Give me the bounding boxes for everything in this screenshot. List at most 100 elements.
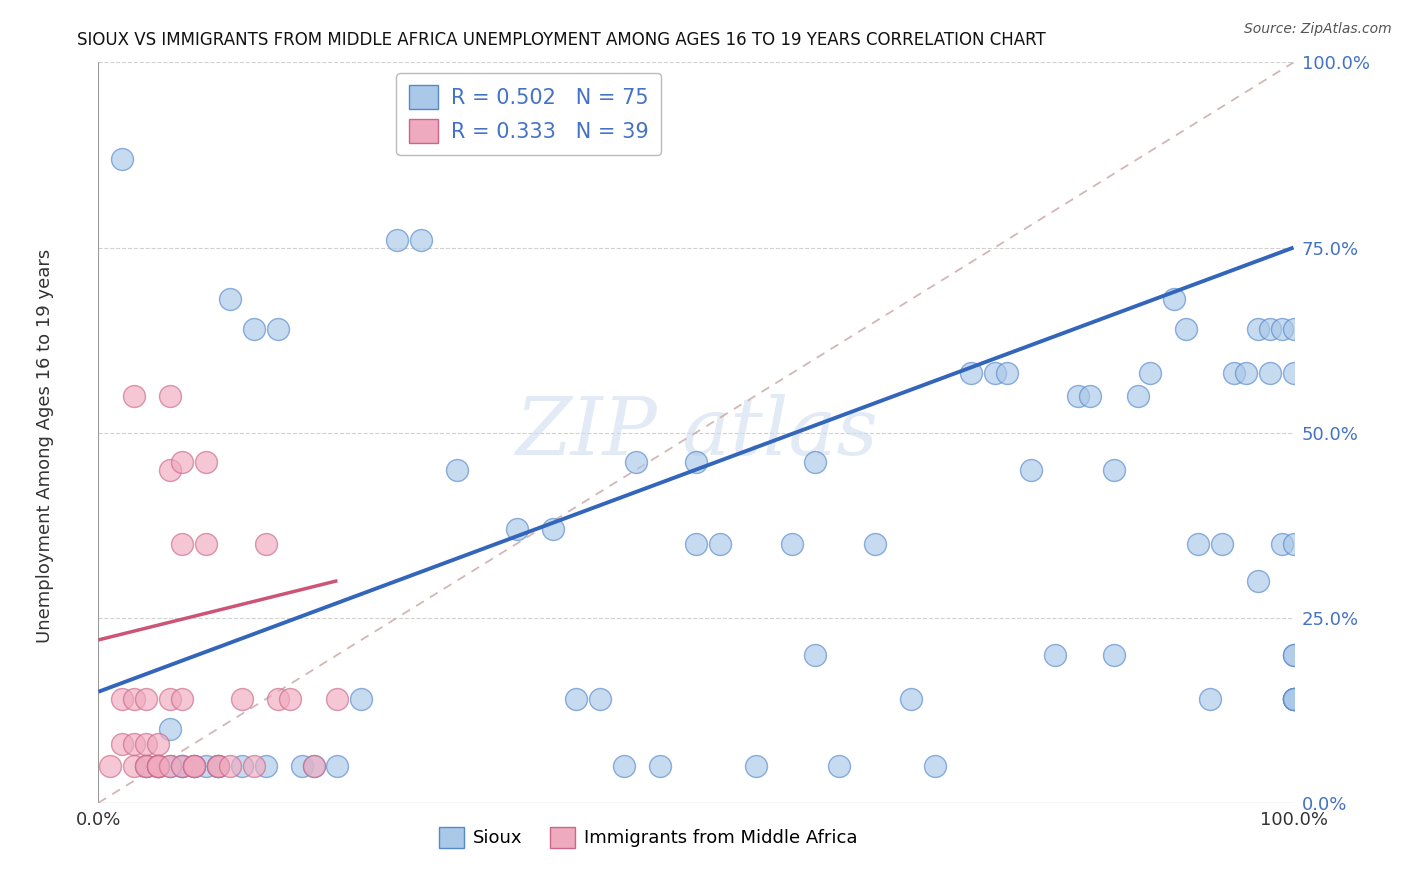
Point (1282, 536, 1305, 550)
Point (1282, 692, 1305, 706)
Text: Unemployment Among Ages 16 to 19 years: Unemployment Among Ages 16 to 19 years (37, 249, 53, 643)
Point (172, 758, 194, 772)
Point (1019, 462, 1042, 476)
Point (1247, 322, 1270, 336)
Point (1258, 322, 1281, 336)
Point (1139, 367, 1161, 381)
Point (111, 152, 134, 166)
Point (1234, 367, 1257, 381)
Point (148, 758, 170, 772)
Text: Source: ZipAtlas.com: Source: ZipAtlas.com (1244, 22, 1392, 37)
Point (984, 367, 1007, 381)
Point (828, 758, 851, 772)
Point (243, 758, 266, 772)
Point (207, 758, 229, 772)
Point (207, 758, 229, 772)
Point (172, 758, 194, 772)
Point (613, 758, 636, 772)
Point (159, 692, 181, 706)
Text: ZIP atlas: ZIP atlas (515, 394, 877, 471)
Point (326, 692, 349, 706)
Point (172, 758, 194, 772)
Point (302, 758, 325, 772)
Point (924, 758, 946, 772)
Point (302, 758, 325, 772)
Point (207, 758, 229, 772)
Point (148, 758, 170, 772)
Point (709, 536, 731, 550)
Point (159, 758, 181, 772)
Point (195, 455, 218, 469)
Point (1282, 692, 1305, 706)
Point (1282, 648, 1305, 662)
Point (231, 758, 253, 772)
Point (111, 692, 134, 706)
Point (195, 758, 218, 772)
Point (1187, 536, 1209, 550)
Point (541, 522, 564, 536)
Point (291, 758, 314, 772)
Point (231, 692, 253, 706)
Point (267, 322, 290, 336)
Point (183, 758, 205, 772)
Point (267, 692, 290, 706)
Point (124, 388, 146, 402)
Point (1282, 692, 1305, 706)
Point (1282, 322, 1305, 336)
Point (626, 455, 648, 469)
Point (1271, 536, 1294, 550)
Point (1282, 367, 1305, 381)
Point (98, 758, 122, 772)
Point (172, 692, 194, 706)
Point (326, 758, 349, 772)
Point (1211, 536, 1233, 550)
Point (135, 692, 157, 706)
Point (1271, 322, 1294, 336)
Point (148, 758, 170, 772)
Point (124, 737, 146, 751)
Point (1067, 388, 1090, 402)
Point (135, 758, 157, 772)
Point (865, 536, 887, 550)
Point (960, 367, 983, 381)
Point (254, 536, 277, 550)
Point (1163, 293, 1185, 307)
Point (589, 692, 612, 706)
Point (111, 737, 134, 751)
Point (1258, 367, 1281, 381)
Point (124, 692, 146, 706)
Point (278, 692, 301, 706)
Point (565, 692, 588, 706)
Point (804, 648, 827, 662)
Text: SIOUX VS IMMIGRANTS FROM MIDDLE AFRICA UNEMPLOYMENT AMONG AGES 16 TO 19 YEARS CO: SIOUX VS IMMIGRANTS FROM MIDDLE AFRICA U… (77, 31, 1046, 49)
Point (385, 233, 409, 247)
Point (1043, 648, 1066, 662)
Point (219, 758, 242, 772)
Point (243, 322, 266, 336)
Point (1282, 648, 1305, 662)
Point (1080, 388, 1102, 402)
Point (780, 536, 803, 550)
Point (135, 737, 157, 751)
Point (172, 536, 194, 550)
Point (183, 758, 205, 772)
Point (745, 758, 768, 772)
Point (1199, 692, 1222, 706)
Point (1247, 574, 1270, 588)
Point (648, 758, 672, 772)
Point (350, 692, 373, 706)
Point (1104, 648, 1126, 662)
Point (219, 293, 242, 307)
Point (685, 536, 707, 550)
Point (135, 758, 157, 772)
Point (1223, 367, 1246, 381)
Point (1104, 462, 1126, 476)
Point (1282, 692, 1305, 706)
Point (411, 233, 433, 247)
Point (1128, 388, 1150, 402)
Point (506, 522, 529, 536)
Point (195, 536, 218, 550)
Point (207, 758, 229, 772)
Point (159, 388, 181, 402)
Point (685, 455, 707, 469)
